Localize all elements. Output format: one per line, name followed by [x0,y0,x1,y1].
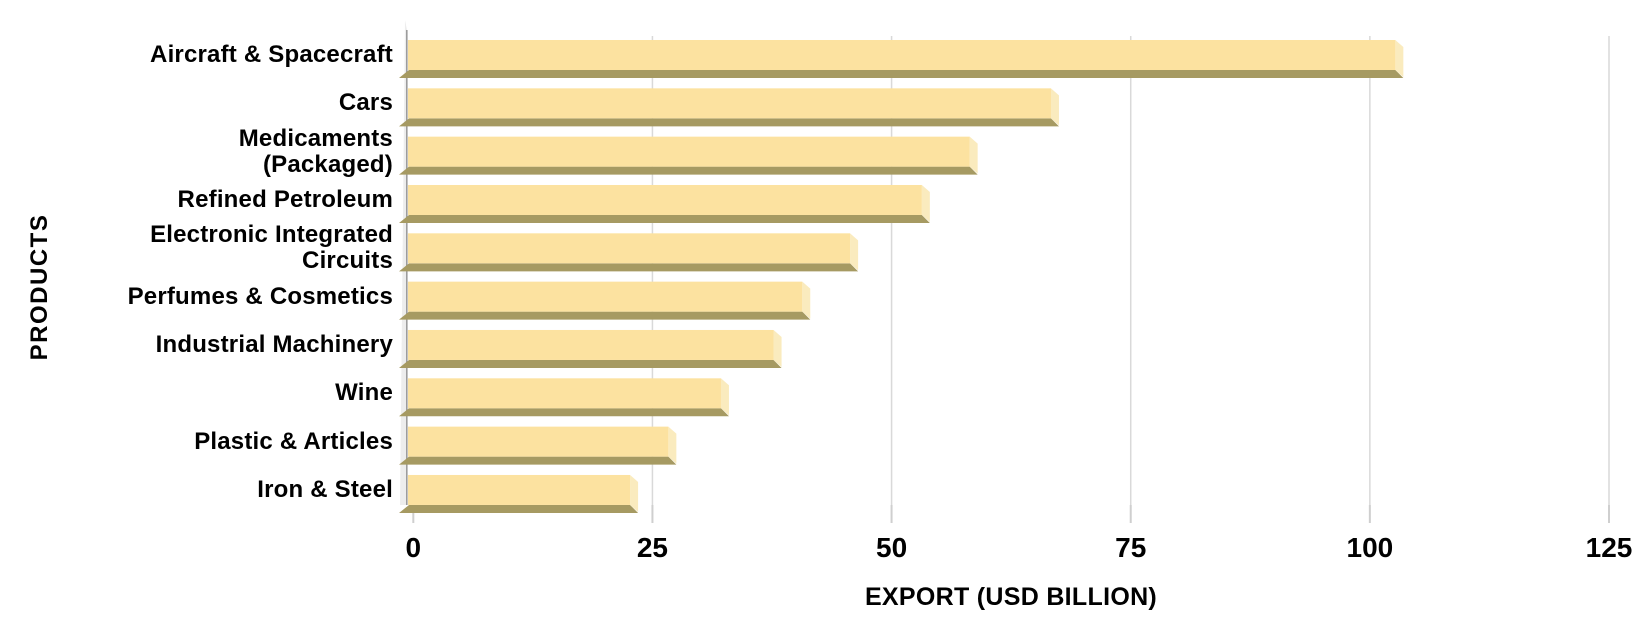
bar-face [408,474,631,505]
x-axis-title: EXPORT (USD BILLION) [864,583,1158,611]
bar-cap [668,426,677,464]
bar-shadow [399,311,811,320]
bar [399,40,1404,78]
bar-cap [969,136,978,174]
bar-face [408,426,669,457]
bar-shadow [399,359,782,368]
bar [399,426,677,465]
category-label: Iron & Steel [257,475,393,503]
category-label: Medicaments (Packaged) [238,124,393,178]
bar-cap [802,281,811,319]
bar-face [408,378,721,409]
bar [399,378,729,417]
bar-cap [1050,88,1059,126]
bar [399,184,930,223]
bar-cap [850,233,859,271]
bar-cap [630,474,639,512]
bar-cap [1395,40,1404,77]
bar-shadow [399,70,1404,78]
category-label: Refined Petroleum [177,185,393,213]
category-label: Cars [338,89,393,117]
bar-shadow [399,456,677,465]
bar [399,88,1059,127]
bar-face [408,329,774,360]
x-tick-label: 100 [1347,532,1394,563]
bar-shadow [399,263,859,272]
category-label: Wine [335,379,393,407]
bar [399,136,978,175]
bar-face [408,40,1396,70]
x-tick-label: 75 [1115,532,1146,563]
bar-shadow [399,408,729,417]
x-tick-label: 0 [406,532,422,563]
bar [399,233,859,272]
bar [399,329,782,368]
bar-cap [921,184,930,222]
bar-cap [773,329,782,367]
bar-shadow [399,118,1059,127]
x-tick-label: 125 [1586,532,1633,563]
category-label: Perfumes & Cosmetics [127,282,393,310]
bar-cap [720,378,729,416]
category-label: Aircraft & Spacecraft [150,41,393,68]
category-label: Plastic & Articles [194,427,393,455]
bar-face [408,233,851,264]
bar-face [408,281,803,312]
bar [399,281,811,320]
x-tick-label: 50 [876,532,907,563]
bar-face [408,88,1051,119]
category-label: Industrial Machinery [155,330,393,358]
bar-shadow [399,504,639,513]
bar-face [408,136,970,167]
y-axis-title: PRODUCTS [26,213,53,361]
bar-shadow [399,214,930,223]
category-label: Electronic Integrated Circuits [150,221,393,275]
x-tick-label: 25 [637,532,668,563]
bar-face [408,184,922,215]
bar [399,474,639,513]
bar-shadow [399,166,978,175]
y-axis-wall [400,20,407,505]
